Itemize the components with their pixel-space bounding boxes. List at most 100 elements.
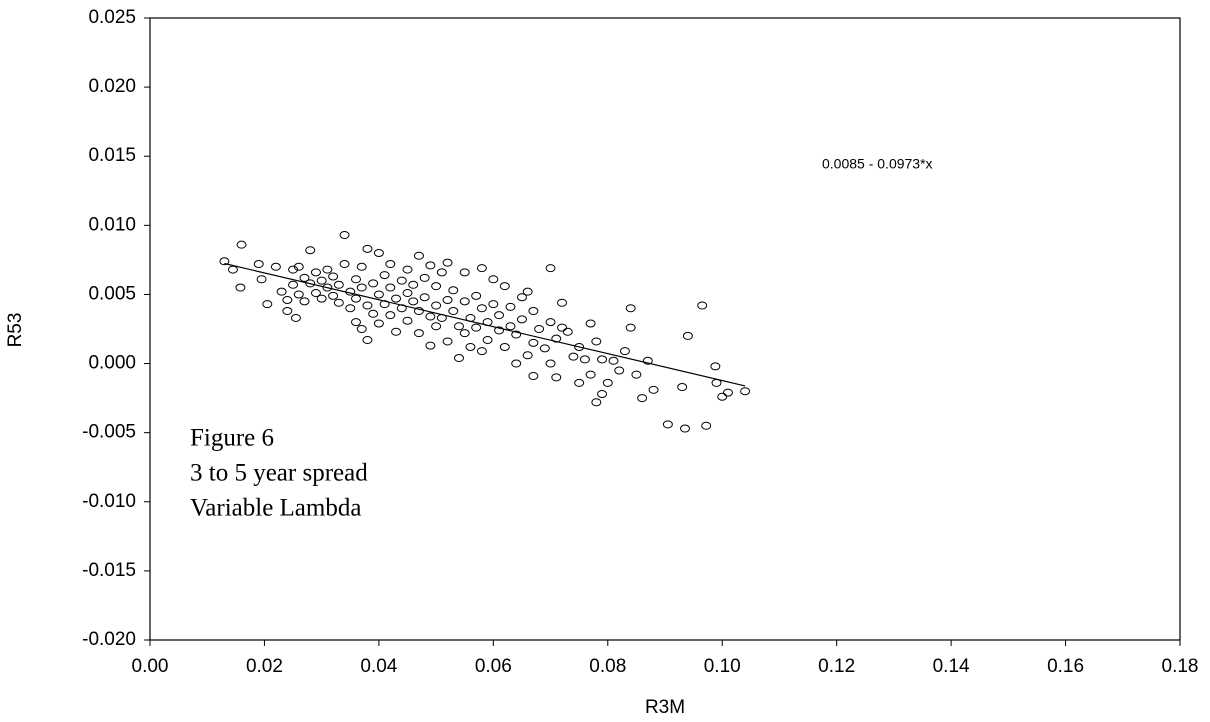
data-point	[236, 240, 247, 249]
data-point	[662, 420, 673, 429]
data-point	[270, 262, 281, 271]
data-point	[322, 283, 333, 292]
data-point	[413, 329, 424, 338]
data-point	[516, 315, 527, 324]
data-point	[625, 304, 636, 313]
data-point	[328, 272, 339, 281]
x-tick-label: 0.08	[589, 656, 626, 677]
data-point	[385, 260, 396, 269]
data-point	[471, 291, 482, 300]
data-point	[697, 301, 708, 310]
data-point	[290, 313, 301, 322]
data-point	[425, 312, 436, 321]
data-point	[351, 318, 361, 327]
data-point	[328, 291, 339, 300]
x-tick-label: 0.04	[360, 656, 397, 677]
data-point	[701, 421, 712, 430]
data-point	[219, 257, 230, 266]
y-tick-label: -0.010	[82, 491, 136, 512]
data-point	[402, 316, 413, 325]
data-point	[448, 307, 459, 316]
data-point	[351, 275, 361, 284]
data-point	[528, 371, 539, 380]
y-axis-title: R53	[5, 313, 26, 348]
data-point	[322, 265, 333, 274]
figure-label: 3 to 5 year spread	[190, 460, 368, 487]
data-point	[368, 309, 379, 318]
data-point	[299, 273, 310, 282]
data-point	[396, 276, 407, 285]
data-point	[419, 293, 430, 302]
data-point	[373, 319, 384, 328]
data-point	[608, 356, 619, 365]
data-point	[562, 327, 573, 336]
y-tick-label: 0.010	[88, 214, 136, 235]
data-point	[310, 289, 321, 298]
data-point	[557, 298, 567, 307]
x-tick-label: 0.02	[246, 656, 283, 677]
data-point	[293, 262, 304, 271]
data-point	[333, 280, 344, 289]
data-point	[574, 378, 585, 387]
data-point	[545, 318, 556, 327]
data-point	[505, 322, 516, 331]
data-point	[528, 338, 539, 347]
data-point	[282, 307, 293, 316]
x-tick-label: 0.18	[1162, 656, 1199, 677]
data-point	[488, 275, 499, 284]
data-point	[288, 280, 299, 289]
data-point	[276, 287, 287, 296]
data-point	[740, 387, 751, 396]
data-point	[494, 311, 505, 320]
x-tick-label: 0.10	[704, 656, 741, 677]
data-point	[585, 370, 596, 379]
data-point	[362, 244, 373, 253]
data-point	[625, 323, 636, 332]
trend-line	[224, 262, 746, 387]
data-point	[362, 336, 373, 345]
data-point	[522, 287, 533, 296]
data-point	[631, 370, 642, 379]
data-point	[373, 290, 384, 299]
data-point	[465, 342, 476, 351]
data-point	[534, 325, 545, 333]
data-point	[305, 279, 316, 288]
data-point	[373, 248, 384, 257]
figure-label: Figure 6	[190, 425, 274, 452]
y-tick-label: 0.000	[88, 353, 136, 374]
data-point	[316, 294, 327, 303]
data-point	[299, 297, 310, 306]
data-point	[448, 286, 459, 295]
x-axis-title: R3M	[645, 697, 685, 718]
data-point	[339, 231, 350, 240]
data-point	[408, 297, 419, 306]
x-tick-label: 0.12	[818, 656, 855, 677]
data-point	[597, 389, 608, 398]
data-point	[717, 392, 728, 401]
data-point	[591, 398, 602, 407]
data-point	[425, 341, 436, 350]
data-point	[293, 290, 304, 299]
data-point	[551, 334, 562, 343]
figure-label: Variable Lambda	[190, 495, 361, 522]
data-point	[454, 322, 464, 331]
data-point	[356, 283, 367, 292]
data-point	[459, 268, 470, 277]
data-point	[235, 283, 246, 292]
x-tick-label: 0.06	[475, 656, 512, 677]
data-point	[579, 355, 590, 364]
x-tick-label: 0.00	[132, 656, 169, 677]
data-point	[339, 260, 350, 269]
data-point	[551, 373, 562, 382]
data-point	[505, 302, 516, 311]
data-point	[262, 300, 273, 309]
data-point	[722, 388, 733, 397]
y-tick-label: -0.015	[82, 560, 136, 581]
data-point	[488, 300, 499, 309]
data-point	[597, 355, 608, 364]
data-point	[539, 344, 550, 353]
data-point	[356, 262, 367, 271]
data-point	[368, 279, 379, 288]
data-point	[402, 289, 413, 298]
data-point	[591, 337, 602, 346]
